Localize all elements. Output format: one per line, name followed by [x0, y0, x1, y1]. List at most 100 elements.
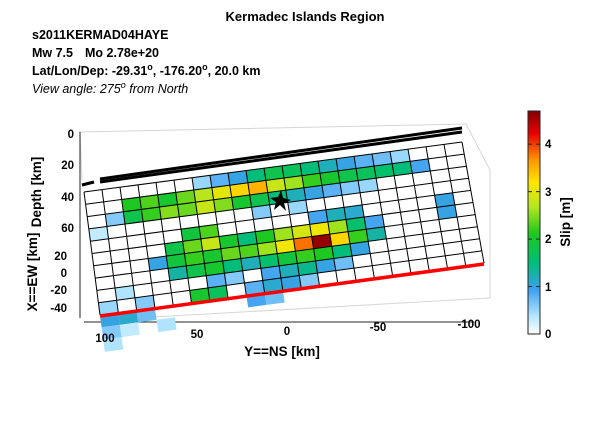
slip-cell — [121, 197, 142, 212]
degree-mark-1: o — [147, 62, 153, 72]
slip-cell — [329, 231, 350, 247]
slip-cell — [115, 285, 135, 301]
axis-lines — [79, 132, 474, 323]
slip-cell — [311, 234, 332, 249]
slip-cell — [175, 189, 196, 205]
grid-line — [93, 214, 476, 267]
slip-cell — [210, 172, 230, 188]
fault-grid — [83, 141, 485, 352]
slip-cell — [177, 202, 198, 217]
colorbar-tick-label: 3 — [545, 187, 551, 199]
x-tick-label: 0 — [284, 326, 290, 338]
slip-cell — [374, 163, 395, 179]
slip-cell — [180, 226, 201, 242]
slip-cell — [280, 275, 302, 291]
x-tick-label: 50 — [191, 329, 204, 341]
grid-line — [85, 153, 465, 205]
z-tick-label: 0 — [68, 129, 74, 141]
z-axis-label: Depth [km] — [29, 157, 44, 228]
slip-cell — [313, 246, 334, 261]
slip-cell — [338, 168, 359, 183]
y-tick-label: 0 — [61, 268, 67, 280]
slip-cell — [273, 226, 294, 242]
slip-cell — [182, 238, 203, 254]
slip-cell — [356, 166, 377, 181]
location-lat: Lat/Lon/Dep: -29.31 — [32, 64, 147, 78]
grid-line — [83, 141, 463, 193]
slip-cell — [246, 168, 266, 183]
z-tick-label: 40 — [61, 192, 74, 204]
slip-cell — [193, 187, 214, 203]
x-tick-label: 100 — [95, 333, 114, 345]
slip-cell — [366, 226, 387, 242]
slip-cell — [325, 207, 346, 222]
slip-cell — [277, 251, 298, 266]
colorbar-tick-label: 2 — [545, 234, 551, 246]
slip-cell — [206, 273, 227, 288]
event-id: s2011KERMAD04HAYE — [32, 28, 168, 42]
y-tick-label: -40 — [50, 303, 67, 315]
slip-cell — [240, 256, 261, 271]
slip-cell — [262, 278, 283, 293]
y-tick-label: 20 — [54, 251, 67, 263]
slip-cell — [139, 194, 160, 210]
slip-cell — [204, 260, 225, 276]
slip-cell — [195, 199, 216, 215]
slip-cell — [157, 192, 178, 207]
slip-cell — [336, 156, 357, 171]
slip-cell — [186, 263, 207, 279]
slip-cell — [340, 180, 361, 196]
slip-cell — [390, 149, 411, 164]
grid-line — [95, 226, 478, 279]
slip-cell — [159, 204, 180, 220]
magnitude: Mw 7.5 — [32, 46, 73, 60]
colorbar-ticks — [528, 143, 540, 335]
slip-cell — [238, 243, 259, 259]
magnitude-line: Mw 7.5 Mo 2.78e+20 — [32, 46, 159, 60]
slip-cell — [333, 256, 354, 271]
slip-cell — [321, 183, 342, 198]
slip-cell — [247, 180, 268, 195]
slip-cell — [222, 258, 243, 274]
slip-cell — [231, 195, 252, 210]
slip-cell — [331, 243, 352, 259]
slip-cell — [279, 263, 300, 279]
trench-line-bottom — [99, 126, 463, 181]
fault-bottom-edge-line — [99, 262, 485, 318]
x-axis-label: Y==NS [km] — [244, 344, 320, 359]
slip-cell — [98, 300, 119, 315]
y-tick-label: -20 — [50, 285, 67, 297]
slip-cell — [300, 161, 320, 176]
z-tick-label: 60 — [61, 223, 74, 235]
colorbar — [527, 110, 541, 335]
slip-cell — [293, 236, 314, 252]
view-angle-suffix: from North — [126, 82, 189, 96]
slip-cell — [105, 211, 125, 227]
grid-line — [91, 202, 474, 254]
slip-cell — [166, 253, 187, 269]
slip-cell — [184, 251, 205, 266]
slip-cell — [244, 280, 265, 296]
trench-line-top-dash — [81, 180, 95, 187]
y-ticks: 20 0 -20 -40 — [50, 251, 67, 315]
slip-cell — [148, 256, 168, 271]
slip-cell — [319, 170, 340, 186]
slip-cell — [156, 317, 177, 333]
slip-cell — [299, 273, 320, 288]
view-angle-line: View angle: 275o from North — [32, 80, 188, 96]
slip-cell — [219, 234, 239, 249]
moment: Mo 2.78e+20 — [85, 46, 159, 60]
colorbar-tick-label: 1 — [545, 282, 552, 294]
slip-cell — [251, 204, 272, 220]
y-axis-label: X==EW [km] — [25, 233, 40, 312]
slip-cell — [295, 248, 316, 264]
degree-mark-2: o — [202, 62, 208, 72]
slip-cell — [410, 158, 431, 174]
slip-cell — [318, 158, 338, 174]
degree-mark-3: o — [121, 80, 126, 90]
slip-cell — [200, 236, 221, 252]
slip-cell — [346, 217, 367, 232]
slip-cell — [264, 165, 284, 181]
slip-cell — [88, 226, 109, 242]
location-line: Lat/Lon/Dep: -29.31o, -176.20o, 20.0 km — [32, 62, 260, 78]
